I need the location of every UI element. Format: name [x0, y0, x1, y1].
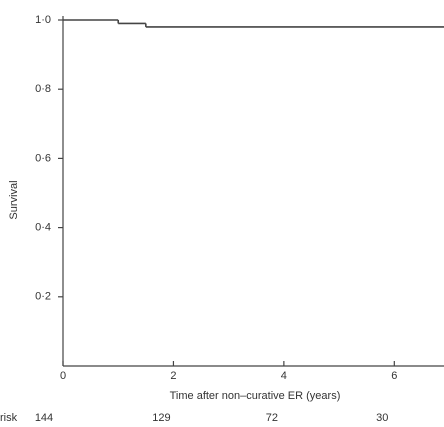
- x-axis-label: Time after non–curative ER (years): [170, 390, 341, 402]
- at-risk-label: risk: [0, 412, 18, 424]
- y-tick-label: 1·0: [35, 14, 51, 26]
- at-risk-count: 72: [266, 412, 278, 424]
- y-tick-label: 0·8: [35, 83, 51, 95]
- at-risk-count: 129: [152, 412, 170, 424]
- y-axis-label: Survival: [8, 180, 20, 219]
- at-risk-count: 30: [376, 412, 388, 424]
- x-tick-label: 6: [391, 370, 397, 382]
- at-risk-count: 144: [35, 412, 53, 424]
- x-tick-label: 4: [281, 370, 287, 382]
- x-tick-label: 0: [60, 370, 66, 382]
- x-tick-label: 2: [170, 370, 176, 382]
- y-tick-label: 0·6: [35, 152, 51, 164]
- y-tick-label: 0·2: [35, 291, 51, 303]
- y-tick-label: 0·4: [35, 222, 51, 234]
